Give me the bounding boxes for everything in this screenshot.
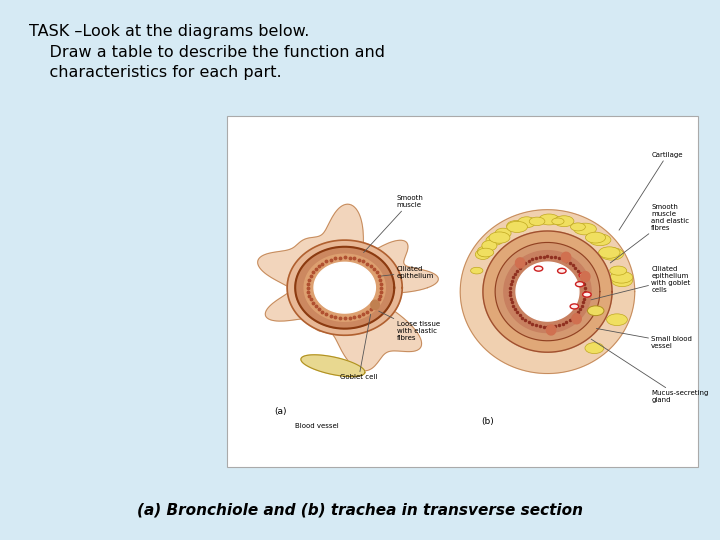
Text: Ciliated
epithelium: Ciliated epithelium [382, 266, 434, 279]
Text: Mucus-secreting
gland: Mucus-secreting gland [591, 339, 708, 403]
Ellipse shape [552, 218, 564, 225]
Ellipse shape [557, 268, 566, 273]
Ellipse shape [570, 223, 585, 231]
Ellipse shape [554, 216, 574, 227]
Ellipse shape [539, 214, 559, 225]
Ellipse shape [489, 232, 510, 243]
Polygon shape [580, 272, 590, 282]
Ellipse shape [579, 273, 588, 278]
Ellipse shape [507, 221, 528, 232]
Text: Ciliated
epithelium
with goblet
cells: Ciliated epithelium with goblet cells [591, 266, 690, 300]
Bar [227, 116, 698, 467]
Ellipse shape [585, 232, 606, 243]
Ellipse shape [529, 217, 545, 226]
Polygon shape [304, 254, 385, 321]
Ellipse shape [588, 306, 604, 315]
Ellipse shape [607, 314, 627, 326]
Ellipse shape [585, 343, 604, 354]
Ellipse shape [582, 292, 591, 297]
Polygon shape [483, 231, 612, 352]
Ellipse shape [471, 267, 483, 274]
Text: Smooth
muscle: Smooth muscle [364, 195, 423, 253]
Ellipse shape [570, 304, 579, 309]
Text: Blood vessel: Blood vessel [294, 423, 338, 429]
Ellipse shape [475, 249, 490, 260]
Ellipse shape [477, 246, 492, 256]
Polygon shape [516, 258, 525, 268]
Ellipse shape [486, 235, 503, 245]
Polygon shape [546, 325, 556, 335]
Polygon shape [562, 252, 571, 262]
Polygon shape [495, 242, 600, 341]
Ellipse shape [610, 266, 626, 275]
Ellipse shape [518, 217, 536, 228]
Text: Goblet cell: Goblet cell [340, 314, 377, 380]
Polygon shape [371, 300, 379, 309]
Ellipse shape [598, 247, 620, 258]
Polygon shape [287, 240, 402, 335]
Polygon shape [258, 204, 438, 371]
Text: (b): (b) [482, 417, 494, 426]
Ellipse shape [482, 240, 497, 251]
Polygon shape [460, 210, 635, 374]
Ellipse shape [534, 266, 543, 271]
Ellipse shape [575, 282, 584, 287]
Text: TASK –Look at the diagrams below.
    Draw a table to describe the function and
: TASK –Look at the diagrams below. Draw a… [29, 24, 384, 80]
Polygon shape [314, 262, 375, 313]
Text: (a): (a) [274, 408, 287, 416]
Polygon shape [572, 314, 581, 324]
Polygon shape [295, 247, 395, 329]
Ellipse shape [574, 223, 596, 235]
Ellipse shape [495, 228, 511, 238]
Ellipse shape [610, 272, 633, 283]
Ellipse shape [589, 234, 611, 246]
Polygon shape [301, 355, 365, 376]
Polygon shape [504, 251, 591, 333]
Ellipse shape [612, 275, 632, 287]
Ellipse shape [477, 248, 494, 257]
Ellipse shape [507, 220, 526, 232]
Ellipse shape [600, 248, 624, 260]
Text: (a) Bronchiole and (b) trachea in transverse section: (a) Bronchiole and (b) trachea in transv… [137, 503, 583, 518]
Text: Cartilage: Cartilage [619, 152, 683, 230]
Polygon shape [516, 262, 579, 321]
Text: Small blood
vessel: Small blood vessel [596, 328, 692, 349]
Text: Smooth
muscle
and elastic
fibres: Smooth muscle and elastic fibres [611, 204, 689, 263]
Text: Loose tissue
with elastic
fibres: Loose tissue with elastic fibres [379, 311, 440, 341]
